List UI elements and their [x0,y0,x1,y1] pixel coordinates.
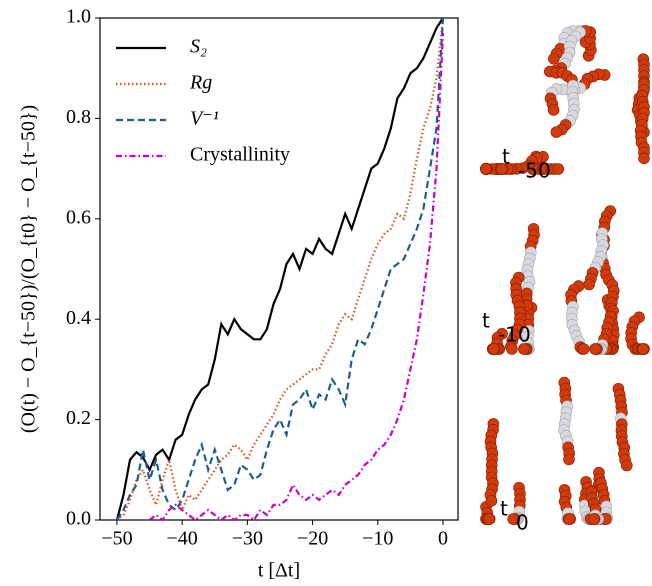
legend-label: S₂ [190,36,207,58]
y-tick-label: 1.0 [66,6,91,28]
snapshot-label: t [482,309,490,333]
legend-label: Rg [189,72,212,94]
snapshot-subscript: -10 [498,323,531,347]
x-tick-label: −10 [362,528,393,550]
series-line [115,17,444,521]
snapshots [480,25,650,525]
bead [507,513,520,525]
y-tick-label: 0.8 [66,106,91,128]
bead [547,104,560,116]
y-axis-label: (O(t) − O_{t−50})/(O_{t0} − O_{t−50}) [18,105,40,433]
bead [506,343,518,355]
bead [563,453,575,466]
x-axis-label: t [Δt] [258,560,300,582]
bead [620,459,633,472]
bead [550,126,563,138]
bead [552,163,565,175]
bead [577,343,590,355]
legend-label: Crystallinity [190,144,290,166]
bead [480,163,492,175]
series-line [116,17,445,521]
y-tick-label: 0.2 [66,407,91,429]
x-tick-label: −30 [232,528,263,550]
bead [483,513,496,525]
bead [583,278,595,291]
bead [638,152,650,165]
series-line [116,17,445,521]
x-tick-label: 0 [438,528,448,550]
bead [518,343,530,355]
bead [485,495,498,507]
y-tick-label: 0.0 [66,508,91,530]
snapshot-subscript: 0 [516,511,529,535]
bead [487,343,500,355]
legend-label: V⁻¹ [190,108,219,130]
snapshot-subscript: -50 [518,159,551,183]
y-tick-label: 0.6 [66,206,91,228]
snapshot-label: t [502,145,510,169]
x-tick-label: −20 [297,528,328,550]
series-line [148,33,445,522]
plot-frame [99,17,459,521]
bead [495,163,508,175]
bead [637,343,649,355]
x-tick-label: −50 [101,528,132,550]
bead [588,513,600,525]
snapshot-label: t [500,497,508,521]
x-tick-label: −40 [167,528,198,550]
y-tick-label: 0.4 [66,307,91,329]
bead [563,513,576,525]
bead [548,53,560,65]
bead [589,343,602,355]
